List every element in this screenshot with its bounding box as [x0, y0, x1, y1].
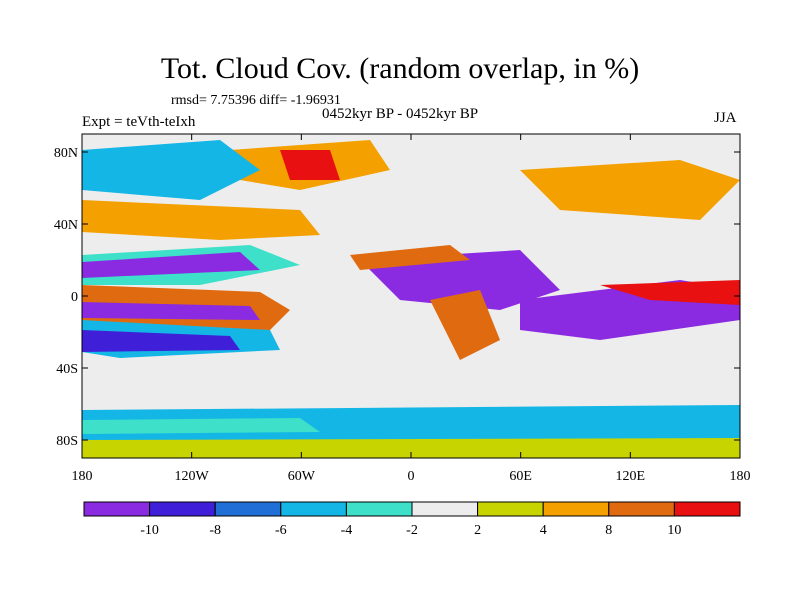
lon-tick-label: 120W	[175, 469, 210, 484]
lon-tick-label: 180	[730, 469, 751, 484]
colorbar-label: 2	[474, 523, 481, 538]
lon-tick-label: 60W	[288, 469, 316, 484]
season-label: JJA	[714, 110, 737, 126]
colorbar-label: 10	[667, 523, 681, 538]
field-band	[82, 405, 740, 445]
field-band	[82, 252, 260, 278]
field-band	[82, 200, 320, 240]
colorbar-swatch	[608, 501, 675, 517]
field-band	[350, 245, 470, 270]
field-band	[82, 418, 320, 434]
lon-tick-label: 0	[408, 469, 415, 484]
lat-axis: 80N 40N 0 40S 80S	[54, 146, 740, 449]
period-label: 0452kyr BP - 0452kyr BP	[322, 106, 479, 122]
colorbar-swatch	[83, 501, 151, 517]
rmsd-diff-stats: rmsd= 7.75396 diff= -1.96931	[171, 93, 341, 108]
map-field	[82, 134, 740, 458]
lat-tick-label: 40S	[56, 362, 78, 377]
lon-axis: 180 120W 60W 0 60E 120E 180	[72, 134, 751, 484]
colorbar-label: 8	[605, 523, 612, 538]
colorbar-swatch	[542, 501, 610, 517]
lat-tick-label: 80N	[54, 146, 78, 161]
colorbar-label: -2	[406, 523, 418, 538]
colorbar-swatch	[411, 501, 479, 517]
lat-tick-label: 80S	[56, 434, 78, 449]
colorbar-swatch	[345, 501, 413, 517]
field-band	[600, 280, 740, 305]
lon-tick-label: 120E	[616, 469, 646, 484]
colorbar-label: 4	[540, 523, 547, 538]
colorbar-label: -10	[140, 523, 159, 538]
field-band	[280, 150, 340, 180]
lon-tick-label: 180	[72, 469, 93, 484]
field-band	[82, 302, 260, 320]
colorbar-label: -8	[209, 523, 221, 538]
colorbar-swatch	[477, 501, 544, 517]
field-band	[430, 290, 500, 360]
experiment-label: Expt = teVth-teIxh	[82, 114, 196, 130]
field-band	[82, 140, 260, 200]
colorbar-swatch	[673, 501, 741, 517]
colorbar-swatch	[149, 501, 216, 517]
lat-tick-label: 0	[71, 290, 78, 305]
colorbar-swatch	[214, 501, 282, 517]
lat-tick-label: 40N	[54, 218, 78, 233]
field-band	[82, 438, 740, 458]
colorbar-label: -4	[341, 523, 353, 538]
colorbar-label: -6	[275, 523, 287, 538]
colorbar-swatch	[280, 501, 347, 517]
lon-tick-label: 60E	[509, 469, 532, 484]
field-band	[82, 330, 240, 352]
field-band	[520, 160, 740, 220]
plot-title: Tot. Cloud Cov. (random overlap, in %)	[160, 52, 640, 85]
colorbar: -10 -8 -6 -4 -2 2 4 8 10	[83, 501, 741, 538]
